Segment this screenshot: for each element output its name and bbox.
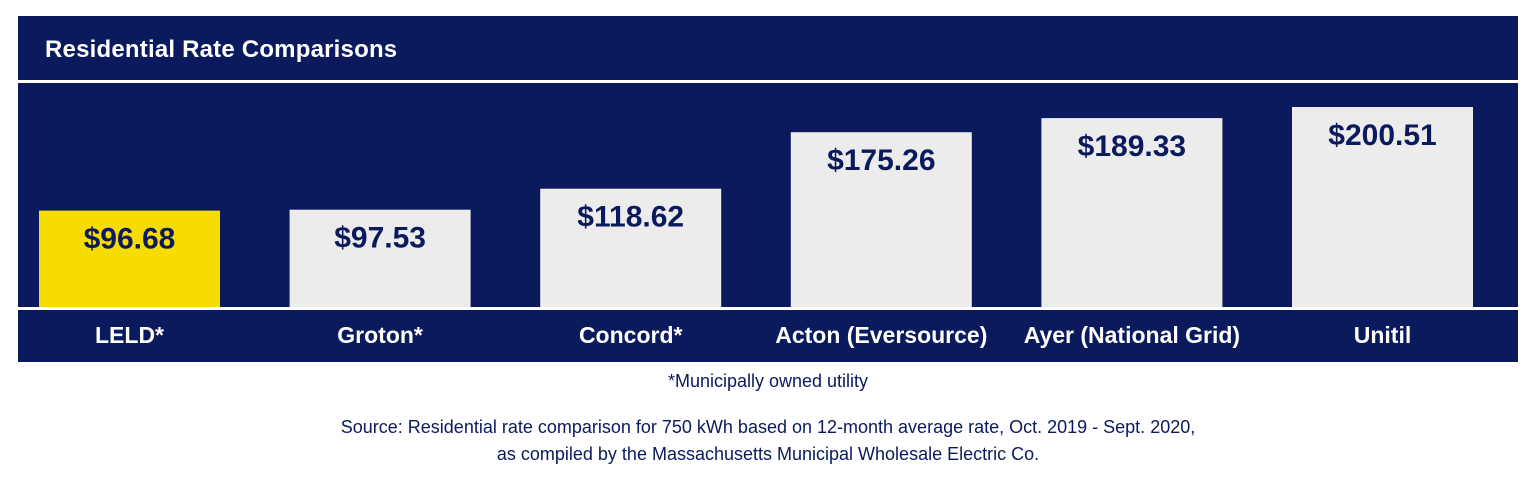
chart-title: Residential Rate Comparisons [45, 36, 398, 63]
bar-2 [289, 209, 471, 307]
chart-panel: Residential Rate Comparisons $96.68 LELD*… [18, 16, 1518, 362]
baseline-divider [18, 307, 1518, 310]
bar-4 [790, 132, 972, 307]
footnote: *Municipally owned utility [667, 371, 869, 391]
category-label: Groton* [337, 322, 423, 348]
category-label: Acton (Eversource) [775, 322, 987, 348]
bar-6 [1292, 107, 1473, 307]
bar-value-label: $97.53 [334, 222, 426, 255]
bar-value-label: $96.68 [84, 223, 176, 256]
bar-value-label: $175.26 [827, 144, 935, 177]
bar-1 [39, 210, 220, 307]
category-label: Unitil [1354, 322, 1412, 348]
category-label: Concord* [579, 322, 683, 348]
category-label: LELD* [95, 322, 164, 348]
bar-5 [1041, 118, 1223, 307]
bar-chart: $96.68 LELD* $97.53 Groton* $118.62 Concord* $… [39, 107, 1473, 348]
source-note-line-1: Source: Residential rate comparison for … [340, 417, 1196, 437]
bar-value-label: $118.62 [577, 201, 684, 234]
title-divider [18, 80, 1518, 83]
category-label: Ayer (National Grid) [1024, 322, 1240, 348]
source-note-line-2: as compiled by the Massachusetts Municip… [496, 444, 1040, 464]
bar-value-label: $189.33 [1078, 130, 1186, 163]
bar-value-label: $200.51 [1328, 119, 1436, 152]
bar-3 [540, 188, 722, 307]
